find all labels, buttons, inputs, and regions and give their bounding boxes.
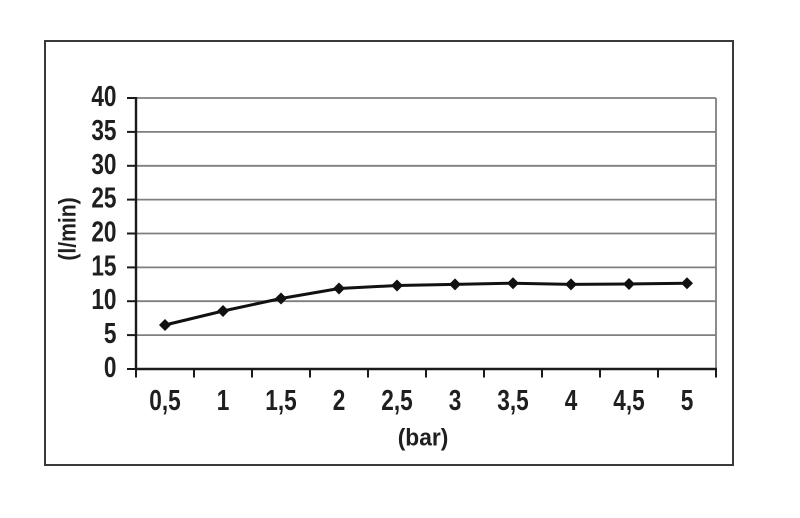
svg-text:3: 3 xyxy=(449,383,462,416)
svg-text:20: 20 xyxy=(91,215,116,248)
svg-text:2,5: 2,5 xyxy=(381,383,412,416)
svg-text:1,5: 1,5 xyxy=(265,383,296,416)
svg-text:2: 2 xyxy=(333,383,346,416)
svg-text:3,5: 3,5 xyxy=(497,383,528,416)
svg-text:40: 40 xyxy=(91,79,116,112)
svg-text:(bar): (bar) xyxy=(398,424,449,451)
svg-text:4: 4 xyxy=(565,383,578,416)
svg-text:0,5: 0,5 xyxy=(149,383,180,416)
svg-text:30: 30 xyxy=(91,147,116,180)
svg-text:(l/min): (l/min) xyxy=(54,197,81,260)
svg-text:5: 5 xyxy=(681,383,694,416)
svg-text:4,5: 4,5 xyxy=(613,383,644,416)
svg-text:25: 25 xyxy=(91,181,116,214)
svg-text:1: 1 xyxy=(217,383,230,416)
svg-text:35: 35 xyxy=(91,113,116,146)
svg-text:10: 10 xyxy=(91,282,116,315)
svg-text:5: 5 xyxy=(104,316,117,349)
svg-text:0: 0 xyxy=(104,350,117,383)
svg-text:15: 15 xyxy=(91,249,116,282)
